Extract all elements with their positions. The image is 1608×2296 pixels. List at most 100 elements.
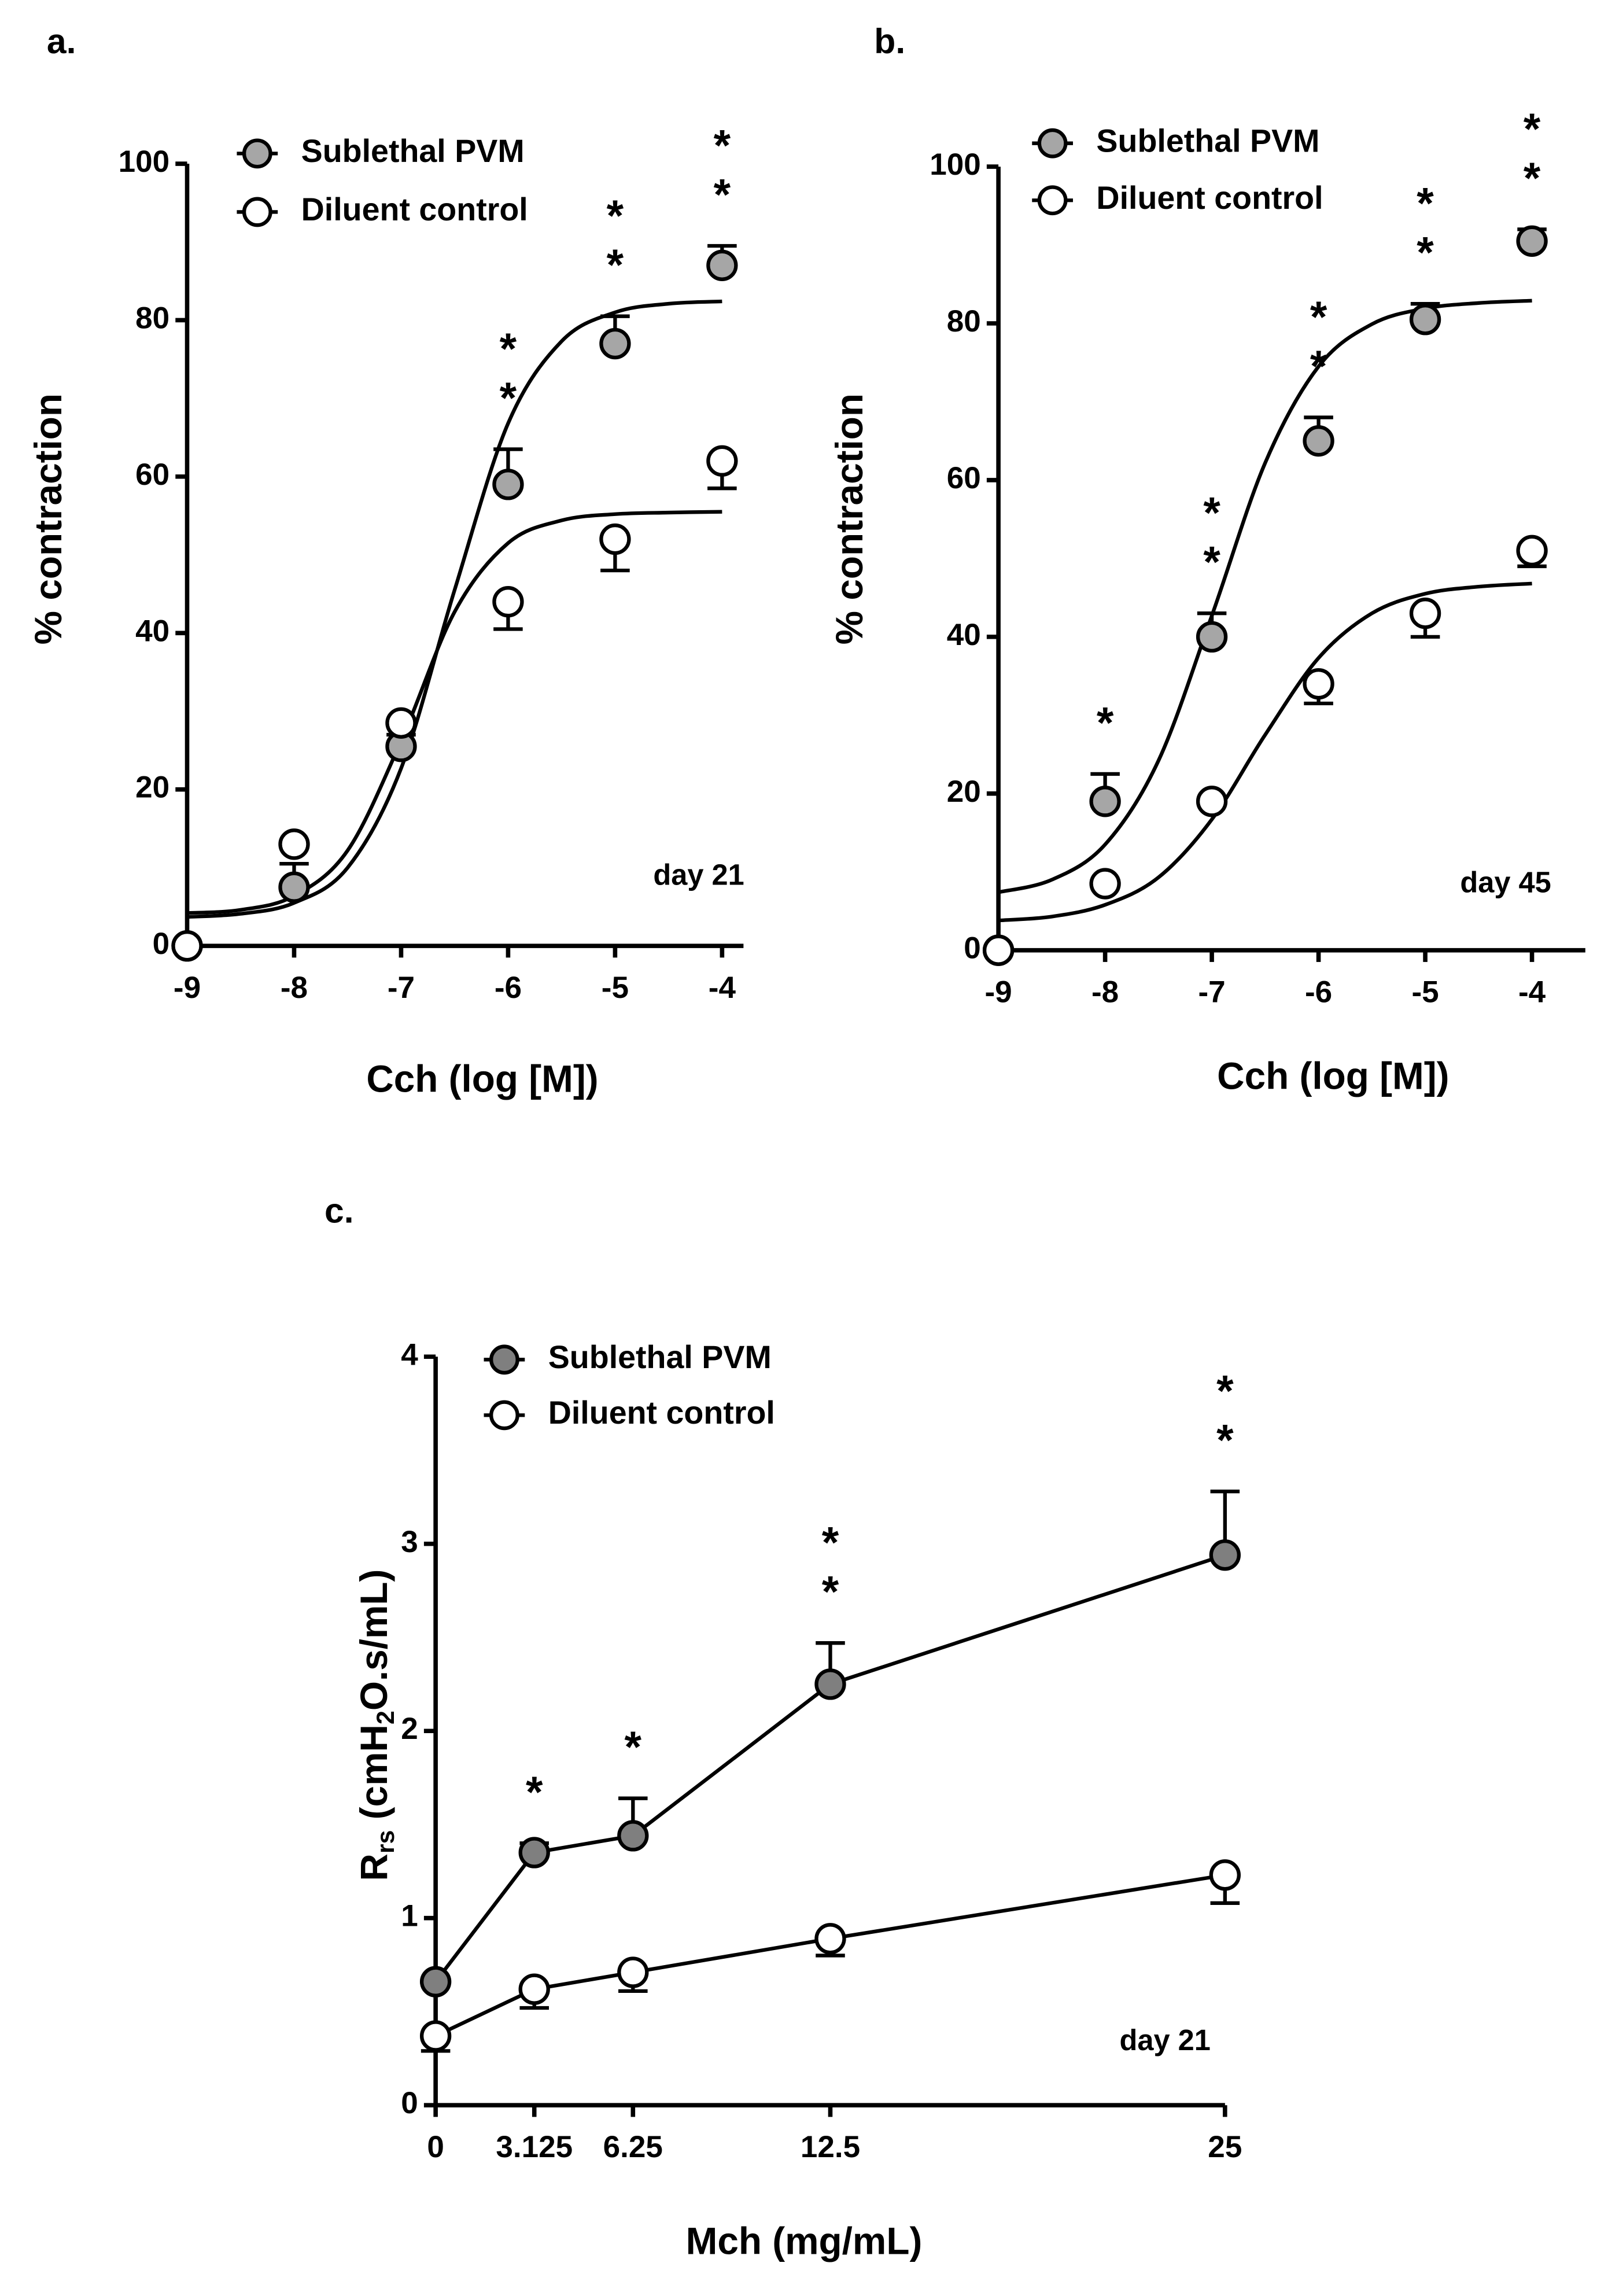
y-tick-label: 40 — [135, 614, 169, 648]
data-point — [814, 1668, 846, 1700]
y-axis-label: % contraction — [828, 393, 871, 644]
data-point — [278, 828, 310, 860]
data-point — [385, 707, 417, 739]
data-point — [171, 930, 203, 962]
x-tick-label: -5 — [602, 971, 629, 1005]
data-point — [1303, 668, 1334, 700]
legend-marker — [242, 197, 272, 227]
legend-label: Sublethal PVM — [301, 133, 525, 169]
x-tick-label: -5 — [1411, 975, 1439, 1009]
x-axis-label: Mch (mg/mL) — [686, 2220, 923, 2262]
legend-label: Diluent control — [1096, 180, 1323, 216]
legend-marker — [1037, 185, 1068, 216]
panel-label: c. — [324, 1191, 354, 1230]
annotation: day 21 — [653, 858, 744, 891]
y-tick-label: 40 — [947, 618, 981, 652]
data-point — [1409, 598, 1441, 629]
significance-label: ** — [806, 1519, 855, 1617]
x-tick-label: -9 — [174, 971, 201, 1005]
x-tick-label: -6 — [495, 971, 522, 1005]
x-tick-label: -8 — [281, 971, 308, 1005]
data-point — [1209, 1859, 1241, 1891]
significance-label: ** — [1200, 1367, 1249, 1465]
y-tick-label: 80 — [947, 304, 981, 338]
significance-label: ** — [1187, 489, 1237, 587]
data-point — [814, 1923, 846, 1955]
data-point — [1516, 225, 1548, 257]
y-label-subscript: rs — [372, 1830, 400, 1854]
x-tick-label: 12.5 — [801, 2130, 860, 2164]
y-tick-label: 20 — [135, 771, 169, 805]
data-point — [1089, 868, 1121, 900]
data-point — [1209, 1539, 1241, 1571]
x-tick-label: -6 — [1305, 975, 1332, 1009]
y-tick-label: 0 — [153, 927, 170, 961]
data-point — [1196, 621, 1228, 653]
y-label-part: (cmH — [353, 1724, 395, 1830]
y-tick-label: 1 — [401, 1899, 418, 1933]
y-tick-label: 4 — [401, 1337, 418, 1372]
data-point — [1409, 304, 1441, 336]
legend-label: Sublethal PVM — [1096, 123, 1319, 159]
fit-curve — [187, 510, 722, 915]
y-tick-label: 60 — [947, 461, 981, 495]
data-point — [518, 1837, 550, 1869]
legend-marker — [1037, 128, 1068, 159]
data-point — [1089, 786, 1121, 817]
data-point — [982, 934, 1015, 966]
fit-curve — [998, 581, 1532, 923]
significance-label: ** — [1507, 105, 1557, 203]
data-point — [419, 2020, 452, 2052]
data-point — [518, 1973, 550, 2005]
data-point — [1303, 425, 1334, 457]
significance-label: ** — [698, 121, 747, 220]
data-point — [599, 327, 631, 360]
x-tick-label: 25 — [1208, 2130, 1242, 2164]
y-tick-label: 60 — [135, 458, 169, 492]
data-point — [492, 469, 524, 500]
fit-curve — [998, 298, 1532, 894]
y-axis-label: % contraction — [27, 393, 69, 644]
x-tick-label: -9 — [985, 975, 1012, 1009]
y-label-part: R — [353, 1853, 395, 1881]
data-point — [1196, 786, 1228, 817]
x-tick-label: -4 — [709, 971, 736, 1005]
data-point — [706, 249, 738, 281]
significance-label: * — [608, 1723, 658, 1772]
legend-marker — [489, 1400, 519, 1431]
data-point — [278, 871, 310, 903]
y-tick-label: 2 — [401, 1712, 418, 1746]
significance-label: * — [1080, 698, 1130, 747]
annotation: day 45 — [1460, 865, 1551, 898]
data-point — [492, 586, 524, 618]
data-point — [617, 1820, 649, 1852]
significance-label: ** — [1401, 179, 1450, 278]
legend-marker — [489, 1344, 519, 1375]
legend-marker — [242, 138, 272, 169]
annotation: day 21 — [1120, 2024, 1211, 2057]
y-tick-label: 3 — [401, 1525, 418, 1559]
panel-label: a. — [47, 21, 76, 61]
significance-label: ** — [591, 191, 640, 290]
data-point — [599, 523, 631, 555]
x-tick-label: 3.125 — [496, 2130, 573, 2164]
x-axis-label: Cch (log [M]) — [1217, 1055, 1449, 1097]
legend-label: Diluent control — [548, 1395, 775, 1431]
y-tick-label: 0 — [964, 931, 981, 965]
y-axis-label: Rrs (cmH2O.s/mL) — [353, 1569, 400, 1881]
x-tick-label: 0 — [427, 2130, 444, 2164]
significance-label: * — [510, 1768, 559, 1817]
y-tick-label: 20 — [947, 775, 981, 809]
y-label-subscript: 2 — [372, 1711, 400, 1724]
data-point — [1516, 535, 1548, 567]
x-tick-label: -8 — [1091, 975, 1119, 1009]
y-label-part: O.s/mL) — [353, 1569, 395, 1711]
data-point — [419, 1966, 452, 1998]
y-tick-label: 100 — [930, 148, 981, 182]
legend-label: Diluent control — [301, 191, 528, 227]
significance-label: ** — [1294, 293, 1343, 391]
x-tick-label: -7 — [1198, 975, 1226, 1009]
x-tick-label: -4 — [1518, 975, 1546, 1009]
